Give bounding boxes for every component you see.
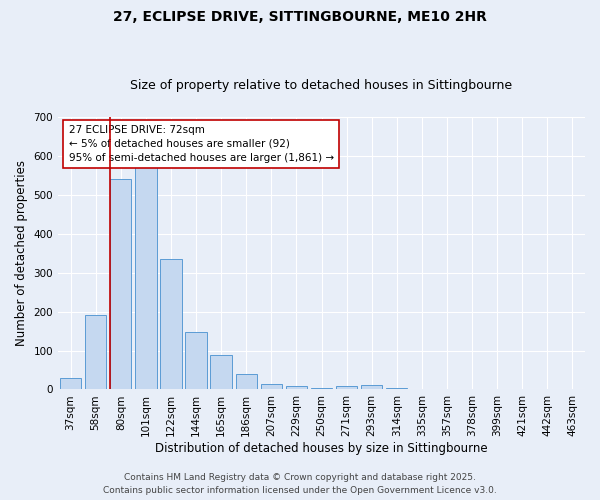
Text: 27, ECLIPSE DRIVE, SITTINGBOURNE, ME10 2HR: 27, ECLIPSE DRIVE, SITTINGBOURNE, ME10 2…	[113, 10, 487, 24]
Bar	[85, 314, 106, 390]
Bar	[361, 385, 382, 390]
Bar	[211, 355, 232, 390]
Bar	[185, 332, 207, 390]
Bar	[110, 179, 131, 390]
Bar	[311, 388, 332, 390]
Bar	[336, 386, 357, 390]
Bar	[135, 166, 157, 390]
Title: Size of property relative to detached houses in Sittingbourne: Size of property relative to detached ho…	[130, 79, 512, 92]
Bar	[260, 384, 282, 390]
Y-axis label: Number of detached properties: Number of detached properties	[15, 160, 28, 346]
Text: Contains HM Land Registry data © Crown copyright and database right 2025.
Contai: Contains HM Land Registry data © Crown c…	[103, 474, 497, 495]
Bar	[60, 378, 81, 390]
Bar	[236, 374, 257, 390]
Bar	[286, 386, 307, 390]
Bar	[386, 388, 407, 390]
X-axis label: Distribution of detached houses by size in Sittingbourne: Distribution of detached houses by size …	[155, 442, 488, 455]
Bar	[160, 259, 182, 390]
Text: 27 ECLIPSE DRIVE: 72sqm
← 5% of detached houses are smaller (92)
95% of semi-det: 27 ECLIPSE DRIVE: 72sqm ← 5% of detached…	[68, 125, 334, 163]
